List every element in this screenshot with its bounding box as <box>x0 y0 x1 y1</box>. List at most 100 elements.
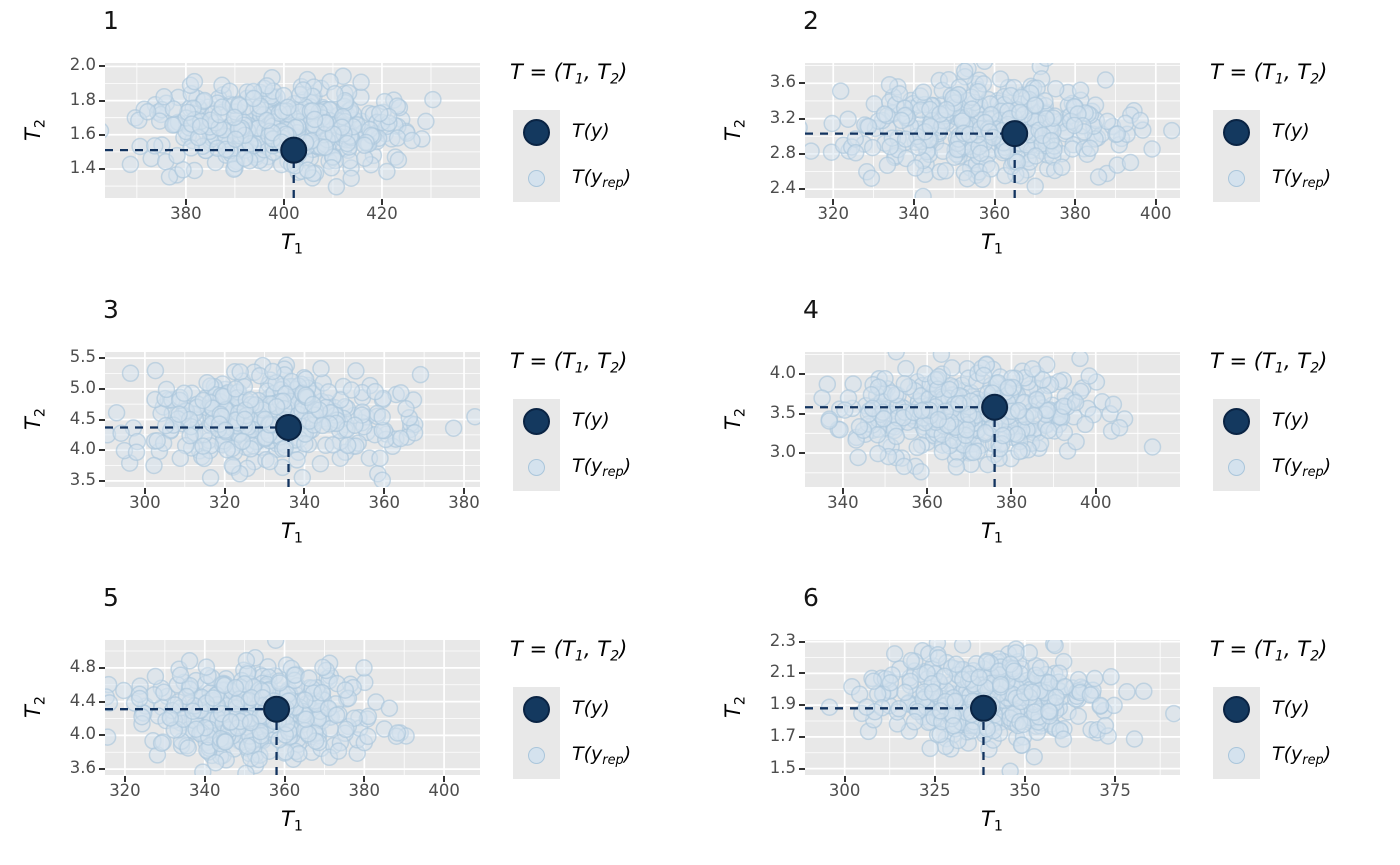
rep-point <box>944 717 963 735</box>
legend-label-rep: T(yrep) <box>572 166 631 191</box>
y-tick-label: 3.5 <box>69 469 96 489</box>
rep-point <box>338 134 357 153</box>
legend-title-text: ) <box>619 637 628 661</box>
observed-point <box>280 136 308 164</box>
rep-point <box>874 410 893 428</box>
x-axis-title: T1 <box>952 807 1032 834</box>
rep-point <box>839 110 857 128</box>
rep-point <box>359 727 377 746</box>
rep-point <box>391 429 410 448</box>
y-tick-label: 2.1 <box>769 662 796 682</box>
rep-point <box>206 753 225 772</box>
rep-point <box>371 449 389 467</box>
y-tick-label: 3.2 <box>769 107 796 127</box>
rep-points <box>105 67 442 196</box>
y-tick-mark <box>99 387 105 390</box>
y-tick-label: 1.6 <box>69 123 96 143</box>
rep-point <box>171 449 190 468</box>
legend-key-rep-icon <box>1228 747 1245 764</box>
rep-point <box>1026 177 1044 195</box>
rep-point <box>929 649 948 667</box>
x-tick-label: 340 <box>188 781 221 800</box>
y-axis-title: T2 <box>21 393 48 445</box>
rep-point <box>331 391 350 409</box>
rep-point <box>933 442 952 461</box>
rep-point <box>133 707 151 726</box>
rep-point <box>197 658 216 676</box>
rep-point <box>241 713 260 732</box>
rep-point <box>145 137 164 155</box>
x-axis-title-letter: T <box>981 519 994 543</box>
x-tick-mark <box>993 199 996 205</box>
x-tick-label: 340 <box>898 204 930 223</box>
rep-point <box>226 380 245 398</box>
x-tick-label: 360 <box>978 204 1011 223</box>
rep-point <box>850 417 869 436</box>
y-axis-title-letter: T <box>21 705 45 718</box>
rep-point <box>152 734 171 752</box>
rep-point <box>1089 168 1108 186</box>
scatter-plot <box>105 640 480 775</box>
legend-title-sub1: 1 <box>574 71 584 88</box>
rep-point <box>130 689 149 708</box>
y-tick-mark <box>799 672 805 675</box>
y-tick-mark <box>99 133 105 136</box>
rep-point <box>955 63 974 81</box>
rep-point <box>936 162 955 180</box>
rep-point <box>298 161 317 179</box>
x-tick-mark <box>463 488 466 494</box>
y-tick-label: 2.3 <box>769 630 796 650</box>
y-axis-title-letter: T <box>721 128 745 141</box>
x-tick-label: 300 <box>129 493 161 512</box>
y-tick-label: 2.8 <box>769 142 796 162</box>
panel-cell-2: 2 320 340 360 380 400 2.4 2.8 3.2 3.6 T1 T2 T = (T1,… <box>700 0 1400 288</box>
rep-point <box>313 416 332 435</box>
rep-point <box>121 155 140 174</box>
rep-point <box>138 103 157 121</box>
legend-label-rep-text: ) <box>623 743 632 765</box>
rep-point <box>187 720 205 738</box>
rep-point <box>975 63 994 71</box>
rep-point <box>1102 668 1120 686</box>
rep-point <box>300 669 318 687</box>
x-axis-title-letter: T <box>281 230 294 254</box>
y-axis-title-sub: 2 <box>32 696 49 706</box>
rep-point <box>914 187 932 198</box>
rep-point <box>1025 406 1043 425</box>
rep-point <box>913 401 931 420</box>
rep-point <box>1163 121 1180 140</box>
x-tick-label: 400 <box>1079 493 1112 512</box>
y-axis-title-letter: T <box>721 705 745 718</box>
legend-label-rep-text: ) <box>1323 455 1332 477</box>
rep-point <box>1076 415 1094 434</box>
rep-point <box>417 112 435 131</box>
x-axis-title: T1 <box>252 230 332 257</box>
rep-point <box>403 131 421 150</box>
rep-point <box>346 416 364 435</box>
observed-point <box>263 695 291 723</box>
rep-point <box>342 381 361 399</box>
y-tick-label: 3.6 <box>69 758 96 778</box>
y-tick-label: 4.5 <box>69 408 96 428</box>
rep-point <box>1135 682 1153 700</box>
rep-point <box>1054 730 1073 748</box>
rep-point <box>1067 432 1085 451</box>
y-axis-title: T2 <box>721 393 748 445</box>
rep-point <box>831 82 850 100</box>
rep-point <box>319 383 338 401</box>
rep-point <box>947 655 965 673</box>
rep-point <box>216 733 235 751</box>
scatter-plot <box>105 352 480 487</box>
legend-label-rep-sub: rep <box>602 175 624 191</box>
legend-label-rep-text: ) <box>1323 743 1332 765</box>
rep-point <box>887 352 905 361</box>
rep-point <box>185 72 204 91</box>
rep-point <box>1046 640 1064 655</box>
x-tick-mark <box>203 776 206 782</box>
rep-point <box>336 681 355 699</box>
rep-point <box>146 361 165 380</box>
rep-point <box>444 419 463 437</box>
y-axis-title: T2 <box>21 104 48 156</box>
rep-point <box>881 137 899 156</box>
rep-point <box>204 689 223 707</box>
